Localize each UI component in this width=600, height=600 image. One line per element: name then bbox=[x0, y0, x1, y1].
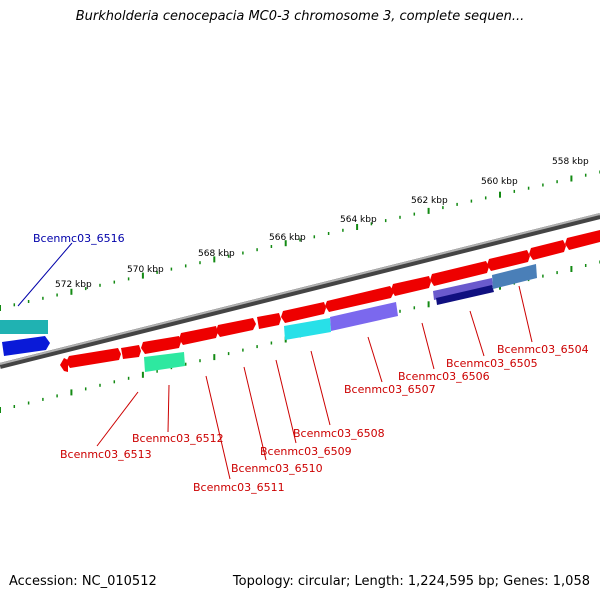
forward-genes bbox=[60, 230, 600, 372]
gene-arrow-blue[interactable] bbox=[2, 336, 50, 356]
gene-label[interactable]: Bcenmc03_6504 bbox=[497, 343, 589, 356]
gene-arrow[interactable] bbox=[325, 286, 394, 312]
outer-tick-row bbox=[0, 170, 600, 311]
gene-label[interactable]: Bcenmc03_6505 bbox=[446, 357, 538, 370]
leader-line bbox=[469, 310, 485, 357]
gene-label[interactable]: Bcenmc03_6509 bbox=[260, 445, 352, 458]
gene-arrow[interactable] bbox=[565, 230, 600, 250]
map-title: Burkholderia cenocepacia MC0-3 chromosom… bbox=[75, 9, 525, 24]
gene-label[interactable]: Bcenmc03_6516 bbox=[33, 232, 125, 245]
leader-line bbox=[243, 366, 267, 461]
leader-line bbox=[310, 350, 331, 426]
gene-arrow[interactable] bbox=[216, 318, 256, 337]
label-leader-lines bbox=[17, 242, 533, 480]
leader-line bbox=[275, 359, 297, 444]
chromosome-backbone-highlight bbox=[0, 213, 600, 365]
gene-box-lavender[interactable] bbox=[433, 278, 493, 300]
leader-line bbox=[367, 336, 383, 383]
leader-line bbox=[17, 242, 73, 307]
gene-arrow[interactable] bbox=[529, 240, 566, 260]
tick-label: 560 kbp bbox=[481, 177, 518, 187]
gene-arrow[interactable] bbox=[66, 348, 121, 368]
reverse-genes bbox=[0, 264, 537, 372]
tick-label: 568 kbp bbox=[198, 249, 235, 259]
tick-label: 566 kbp bbox=[269, 233, 306, 243]
gene-arrow[interactable] bbox=[281, 302, 326, 323]
tick-label: 570 kbp bbox=[127, 265, 164, 275]
leader-line bbox=[205, 375, 231, 480]
gene-arrow[interactable] bbox=[141, 336, 181, 354]
gene-arrow[interactable] bbox=[430, 261, 489, 286]
gene-arrow[interactable] bbox=[257, 313, 281, 329]
gene-arrow[interactable] bbox=[391, 276, 431, 296]
leader-line bbox=[167, 384, 170, 433]
gene-label[interactable]: Bcenmc03_6512 bbox=[132, 432, 224, 445]
tick-label: 562 kbp bbox=[411, 196, 448, 206]
topology-info: Topology: circular; Length: 1,224,595 bp… bbox=[232, 574, 590, 589]
gene-box-cyan[interactable] bbox=[284, 318, 331, 340]
gene-label[interactable]: Bcenmc03_6508 bbox=[293, 427, 385, 440]
gene-label[interactable]: Bcenmc03_6510 bbox=[231, 462, 323, 475]
gene-labels: Bcenmc03_6504 Bcenmc03_6505 Bcenmc03_650… bbox=[33, 232, 589, 494]
gene-arrow-navy[interactable] bbox=[436, 285, 494, 305]
leader-line bbox=[96, 391, 139, 447]
gene-arrow[interactable] bbox=[487, 250, 530, 271]
tick-labels: 558 kbp 560 kbp 562 kbp 564 kbp 566 kbp … bbox=[55, 157, 589, 290]
gene-label[interactable]: Bcenmc03_6506 bbox=[398, 370, 490, 383]
chromosome-backbone bbox=[0, 213, 600, 369]
tick-label: 564 kbp bbox=[340, 215, 377, 225]
tick-label: 572 kbp bbox=[55, 280, 92, 290]
gene-label[interactable]: Bcenmc03_6511 bbox=[193, 481, 285, 494]
leader-line bbox=[421, 322, 435, 370]
gene-arrow[interactable] bbox=[121, 345, 141, 359]
gene-box-steelblue[interactable] bbox=[492, 264, 537, 289]
accession-text: Accession: NC_010512 bbox=[9, 574, 157, 589]
gene-box-teal[interactable] bbox=[0, 320, 48, 334]
gene-arrow[interactable] bbox=[60, 358, 68, 372]
gene-label[interactable]: Bcenmc03_6507 bbox=[344, 383, 436, 396]
gene-arrow[interactable] bbox=[179, 326, 218, 345]
leader-line bbox=[518, 285, 533, 343]
gene-box-green[interactable] bbox=[144, 352, 185, 372]
gene-label[interactable]: Bcenmc03_6513 bbox=[60, 448, 152, 461]
tick-label: 558 kbp bbox=[552, 157, 589, 167]
gene-box-purple[interactable] bbox=[330, 302, 398, 331]
